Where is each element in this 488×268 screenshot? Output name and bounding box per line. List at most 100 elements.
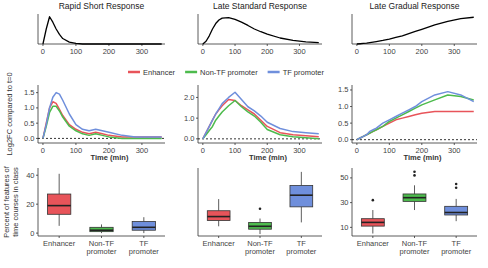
legend-label: TF promoter	[283, 68, 325, 77]
y-tick-label: 0	[30, 229, 34, 238]
y-tick-label: 40	[26, 171, 34, 180]
median	[445, 212, 468, 214]
x-tick-label: 100	[383, 146, 396, 155]
y-tick	[350, 227, 352, 228]
y-tick	[350, 202, 352, 203]
series-line	[357, 17, 474, 44]
whisker-lower	[414, 201, 415, 210]
y-tick	[36, 107, 38, 108]
y-axis-line	[38, 85, 39, 143]
category-label: Enhancer	[357, 239, 390, 248]
plot-area	[361, 170, 467, 233]
whisker-upper	[101, 224, 102, 227]
y-tick-label: 1.0	[24, 103, 34, 112]
box	[361, 219, 384, 226]
panel-title: Late Standard Response	[213, 1, 307, 11]
y-tick	[196, 118, 198, 119]
median	[249, 225, 272, 227]
category-label: TFpromoter	[129, 239, 160, 257]
plot-area	[352, 92, 477, 140]
y-axis-line	[352, 14, 353, 44]
x-axis-line	[352, 143, 477, 144]
x-tick-label: 300	[136, 47, 149, 56]
y-axis-line	[38, 168, 39, 236]
box	[48, 194, 71, 214]
y-tick-label: 0.5	[338, 119, 348, 128]
box	[290, 185, 313, 206]
whisker-lower	[301, 207, 302, 223]
outlier	[455, 186, 458, 189]
y-tick	[350, 177, 352, 178]
x-axis-line	[38, 143, 165, 144]
category-label: Enhancer	[203, 239, 236, 248]
plot-area	[198, 92, 322, 139]
box	[445, 206, 468, 215]
series-line	[43, 17, 162, 44]
y-tick-label: 1.0	[184, 114, 194, 123]
legend-swatch	[268, 71, 280, 74]
reference-line	[198, 138, 322, 139]
box	[403, 194, 426, 201]
whisker-upper	[301, 172, 302, 186]
plot-area	[203, 18, 319, 44]
outlier	[259, 208, 262, 211]
series-line	[43, 102, 162, 139]
y-tick-label: 50	[340, 173, 348, 182]
whisker-lower	[260, 229, 261, 234]
series-line	[43, 93, 162, 139]
median	[403, 197, 426, 199]
category-label: Enhancer	[43, 239, 76, 248]
plot-area	[207, 172, 312, 234]
x-tick-label: 100	[229, 146, 242, 155]
category-label: Non-TFpromoter	[399, 239, 430, 257]
y-tick-label: 1.5	[24, 88, 34, 97]
whisker-upper	[59, 174, 60, 194]
y-tick	[36, 175, 38, 176]
series-line	[203, 18, 319, 44]
x-tick-label: 300	[293, 47, 306, 56]
x-axis-line	[198, 44, 322, 45]
whisker-upper	[456, 199, 457, 206]
whisker-upper	[372, 210, 373, 219]
x-tick-label: 100	[229, 47, 242, 56]
outlier	[413, 170, 416, 173]
whisker-upper	[414, 185, 415, 194]
x-tick-label: 0	[201, 47, 205, 56]
whisker-lower	[372, 226, 373, 233]
y-axis-line	[198, 14, 199, 44]
x-tick-label: 200	[103, 47, 116, 56]
box	[90, 227, 113, 231]
plot-area	[43, 17, 162, 44]
median	[290, 194, 313, 196]
x-axis-line	[352, 44, 477, 45]
x-tick-label: 0	[355, 146, 359, 155]
panel-title: Late Gradual Response	[370, 1, 460, 11]
y-axis-line	[38, 14, 39, 44]
series-line	[357, 95, 474, 140]
figure: 0100200300Rapid Short Response0100200300…	[0, 0, 488, 268]
median	[90, 229, 113, 231]
y-tick-label: 2.0	[184, 93, 194, 102]
x-axis-label: Time (min)	[91, 153, 129, 162]
box	[207, 211, 230, 221]
x-tick-label: 0	[41, 47, 45, 56]
category-label: TFpromoter	[441, 239, 472, 257]
category-label: Non-TFpromoter	[86, 239, 117, 257]
series-line	[43, 106, 162, 138]
box	[132, 222, 155, 231]
median	[132, 227, 155, 229]
outlier	[372, 199, 375, 202]
y-tick	[36, 138, 38, 139]
plot-area	[48, 174, 156, 233]
x-tick-label: 300	[448, 47, 461, 56]
whisker-lower	[218, 220, 219, 226]
y-tick	[36, 233, 38, 234]
legend-swatch	[185, 71, 197, 74]
plot-area	[38, 93, 165, 139]
y-tick-label: 10	[340, 223, 348, 232]
y-tick-label: 20	[26, 200, 34, 209]
panel-title: Rapid Short Response	[59, 1, 145, 11]
legend-label: Non-TF promoter	[200, 68, 258, 77]
whisker-lower	[143, 230, 144, 233]
y-tick-label: 1.5	[338, 85, 348, 94]
